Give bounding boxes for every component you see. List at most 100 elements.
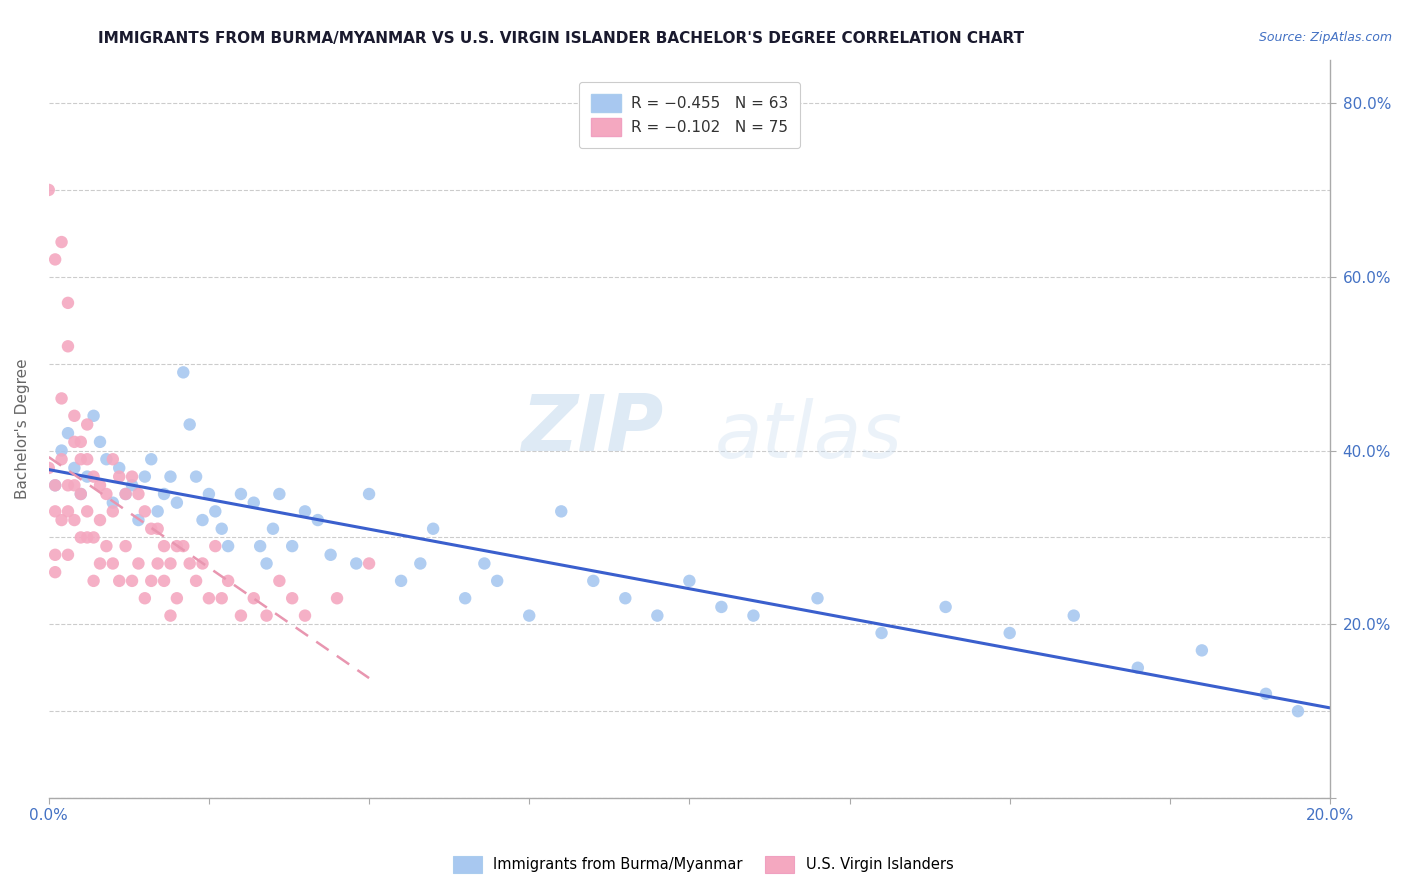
Point (141, 522, 163, 536)
Point (269, 487, 291, 501)
Point (96, 539, 118, 553)
Point (281, 539, 304, 553)
Point (217, 539, 239, 553)
Point (51, 235, 73, 249)
Point (51, 392, 73, 406)
Point (69, 434, 91, 449)
Point (44, 504, 66, 518)
Text: IMMIGRANTS FROM BURMA/MYANMAR VS U.S. VIRGIN ISLANDER BACHELOR'S DEGREE CORRELAT: IMMIGRANTS FROM BURMA/MYANMAR VS U.S. VI… (98, 31, 1025, 46)
Point (108, 574, 131, 588)
Point (101, 496, 124, 510)
Point (281, 591, 304, 606)
Point (108, 469, 131, 483)
Point (742, 608, 765, 623)
Point (357, 487, 380, 501)
Point (83, 409, 105, 423)
Point (710, 599, 733, 614)
Point (184, 574, 207, 588)
Point (96, 487, 118, 501)
Point (134, 469, 156, 483)
Point (121, 574, 143, 588)
Point (229, 608, 252, 623)
Point (69, 487, 91, 501)
Point (153, 539, 176, 553)
Point (146, 504, 169, 518)
Point (101, 504, 124, 518)
Point (63, 461, 86, 475)
Point (806, 591, 828, 606)
Point (38, 461, 60, 475)
Point (141, 574, 163, 588)
Point (44, 478, 66, 492)
Text: ZIP: ZIP (522, 391, 664, 467)
Point (486, 574, 509, 588)
Point (242, 591, 264, 606)
Point (51, 513, 73, 527)
Point (191, 513, 214, 527)
Legend: R = −0.455   N = 63, R = −0.102   N = 75: R = −0.455 N = 63, R = −0.102 N = 75 (579, 82, 800, 148)
Point (76, 504, 98, 518)
Point (69, 487, 91, 501)
Text: Source: ZipAtlas.com: Source: ZipAtlas.com (1258, 31, 1392, 45)
Point (51, 452, 73, 467)
Point (204, 539, 226, 553)
Point (198, 487, 221, 501)
Point (935, 599, 957, 614)
Point (172, 539, 194, 553)
Point (56, 548, 79, 562)
Point (108, 461, 131, 475)
Point (166, 591, 188, 606)
Point (344, 557, 367, 571)
Point (146, 522, 169, 536)
Point (121, 469, 143, 483)
Point (229, 487, 252, 501)
Point (69, 530, 91, 544)
Point (211, 591, 233, 606)
Point (870, 626, 893, 640)
Point (44, 548, 66, 562)
Point (319, 548, 342, 562)
Point (76, 530, 98, 544)
Point (454, 591, 477, 606)
Point (76, 452, 98, 467)
Point (38, 183, 60, 197)
Point (1063, 608, 1085, 623)
Point (89, 434, 111, 449)
Point (357, 557, 380, 571)
Point (159, 469, 181, 483)
Point (96, 452, 118, 467)
Point (647, 608, 669, 623)
Text: atlas: atlas (716, 398, 903, 475)
Point (269, 574, 291, 588)
Point (51, 443, 73, 458)
Point (217, 574, 239, 588)
Point (146, 557, 169, 571)
Point (69, 452, 91, 467)
Point (159, 557, 181, 571)
Point (678, 574, 700, 588)
Point (307, 513, 329, 527)
Point (389, 574, 412, 588)
Point (44, 478, 66, 492)
Point (614, 591, 637, 606)
Point (184, 469, 207, 483)
Point (474, 557, 496, 571)
Point (56, 478, 79, 492)
Point (242, 496, 264, 510)
Point (1191, 643, 1213, 657)
Point (44, 252, 66, 267)
Point (134, 504, 156, 518)
Point (294, 504, 316, 518)
Point (56, 504, 79, 518)
Point (127, 487, 149, 501)
Point (101, 452, 124, 467)
Point (998, 626, 1021, 640)
Point (63, 434, 86, 449)
Point (89, 478, 111, 492)
Point (204, 504, 226, 518)
Point (1254, 687, 1277, 701)
Point (127, 513, 149, 527)
Point (83, 530, 105, 544)
Point (114, 487, 136, 501)
Point (89, 513, 111, 527)
